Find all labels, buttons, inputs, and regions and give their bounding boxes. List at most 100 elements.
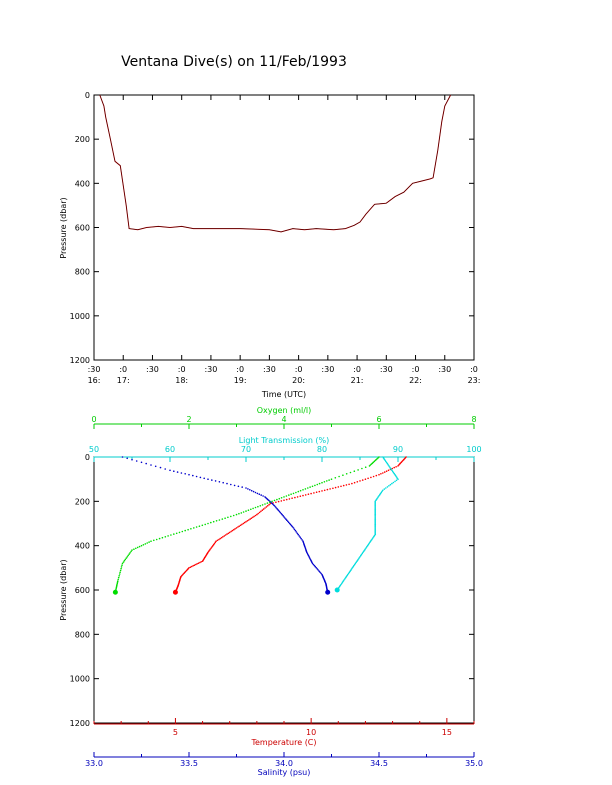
profile-point (273, 505, 276, 507)
salinity-axis-tick-label: 34.5 (370, 759, 388, 768)
profile-point (382, 472, 384, 474)
top-x-tick-minute-label: :0 (412, 365, 420, 374)
profile-point (302, 541, 305, 544)
profile-point (228, 531, 231, 534)
profile-point (169, 469, 171, 472)
profile-light-transmission (334, 456, 399, 593)
profile-point (379, 493, 381, 496)
profile-point (224, 517, 226, 519)
profile-point (298, 535, 301, 537)
top-x-tick-hour-label: 18: (175, 376, 188, 385)
profile-point (260, 494, 263, 496)
profile-point (374, 508, 377, 510)
profile-point (189, 566, 192, 568)
profile-point (287, 520, 289, 523)
profile-point (140, 461, 143, 464)
profile-point (297, 533, 300, 536)
profile-point (209, 548, 212, 550)
top-y-tick-label: 200 (75, 135, 90, 144)
profile-point (307, 493, 310, 496)
profile-point (313, 492, 315, 494)
profile-point (203, 477, 205, 480)
profile-point (245, 487, 247, 489)
profile-point (275, 501, 277, 504)
profile-point (277, 500, 280, 503)
top-x-tick-hour-label: 19: (234, 376, 247, 385)
profile-point (230, 530, 232, 533)
profile-point (314, 565, 317, 568)
profile-point (383, 488, 386, 490)
profile-point (374, 531, 377, 534)
profile-point (129, 552, 131, 554)
profile-point (242, 511, 245, 513)
profile-point (254, 491, 257, 494)
profile-point (246, 520, 249, 522)
profile-point (142, 544, 145, 546)
profile-point (117, 578, 119, 581)
profile-point (154, 465, 157, 468)
profile-point (370, 476, 372, 479)
profile-point (249, 518, 251, 520)
profile-point (121, 564, 123, 566)
profile-point (211, 479, 213, 481)
profile-point (345, 484, 348, 486)
profile-point (367, 543, 370, 546)
profile-point (250, 489, 253, 492)
light-axis-tick-label: 100 (466, 445, 481, 454)
profile-point (318, 570, 321, 572)
top-x-tick-hour-label: 22: (409, 376, 422, 385)
profile-point (392, 481, 395, 484)
top-y-tick-label: 800 (75, 268, 90, 277)
profile-point (393, 466, 396, 469)
profile-point (374, 529, 377, 531)
profile-point (338, 585, 341, 588)
profile-bottom-point (334, 587, 340, 593)
profile-point (222, 481, 224, 484)
profile-point (385, 460, 387, 463)
profile-point (359, 480, 361, 482)
temperature-axis-tick-label: 15 (442, 728, 452, 737)
profile-point (340, 485, 342, 488)
profile-point (288, 494, 290, 496)
top-x-tick-minute-label: :30 (321, 365, 334, 374)
chart-title: Ventana Dive(s) on 11/Feb/1993 (121, 54, 347, 70)
top-y-ticks: 0 200 400 600 800 1000 1200 (70, 91, 474, 365)
profile-point (283, 496, 285, 498)
profile-point (195, 563, 197, 566)
top-x-tick-minute-label: :0 (236, 365, 244, 374)
profile-point (372, 475, 375, 478)
profile-point (256, 492, 259, 495)
salinity-axis-tick-label: 34.0 (275, 759, 293, 768)
profile-salinity (121, 456, 331, 595)
profile-point (315, 491, 318, 494)
top-x-tick-minute-label: :0 (119, 365, 127, 374)
profile-point (260, 510, 262, 513)
profile-point (330, 478, 333, 481)
top-y-tick-label: 1000 (70, 312, 90, 321)
profile-point (257, 512, 260, 515)
profile-point (374, 510, 377, 513)
profile-point (361, 467, 363, 470)
profile-point (164, 468, 166, 470)
profile-point (299, 495, 302, 498)
profile-point (212, 544, 214, 547)
profile-point (170, 534, 172, 536)
profile-point (363, 549, 366, 551)
profile-point (311, 485, 314, 488)
profile-point (241, 523, 243, 526)
profile-point (130, 550, 132, 553)
profile-point (285, 518, 287, 520)
bottom-y-tick-label: 0 (85, 453, 90, 462)
profile-point (397, 465, 399, 467)
profile-point (369, 541, 371, 544)
profile-point (341, 582, 343, 585)
profile-point (332, 487, 334, 490)
profile-point (226, 482, 228, 485)
profile-point (364, 466, 367, 469)
profile-point (192, 565, 194, 567)
profile-point (131, 458, 133, 461)
profile-point (120, 567, 122, 570)
profile-point (368, 465, 371, 467)
bottom-y-tick-label: 400 (75, 542, 90, 551)
profile-point (374, 521, 377, 524)
